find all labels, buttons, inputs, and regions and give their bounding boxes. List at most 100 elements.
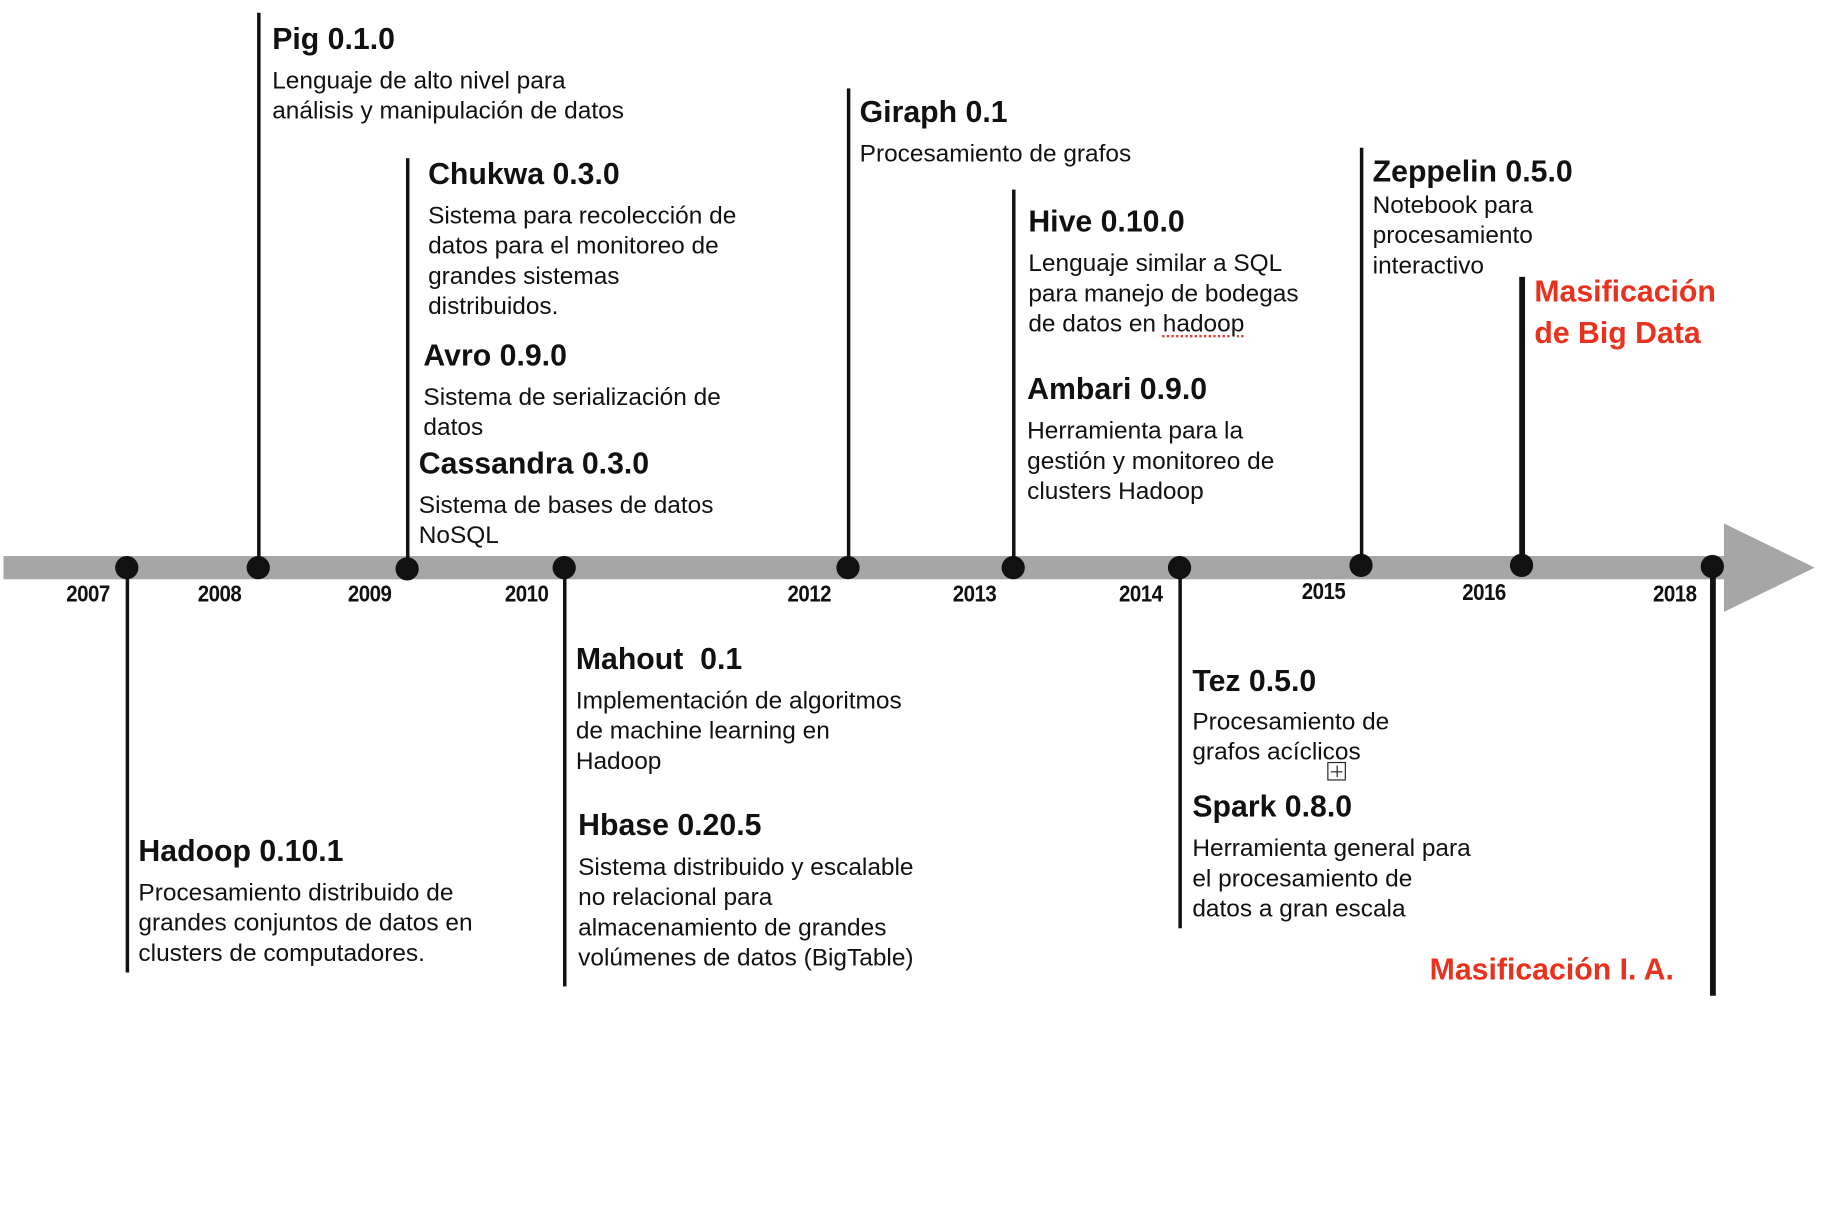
desc-line: de datos en hadoop (1028, 309, 1298, 339)
pig-title: Pig 0.1.0 (272, 20, 395, 56)
marker-zeppelin (1349, 553, 1373, 577)
tez-title: Tez 0.5.0 (1192, 663, 1317, 698)
desc-line: Sistema distribuido y escalable (578, 853, 914, 881)
desc-line: Sistema de bases de datos (418, 492, 714, 519)
spark-description: Herramienta general para el procesamient… (1192, 834, 1470, 925)
mahout-description: Implementación de algoritmos de machine … (576, 686, 902, 777)
desc-line: procesamiento (1372, 222, 1533, 249)
tez-description: Procesamiento de grafos acíclicos (1192, 707, 1389, 767)
desc-line: Procesamiento de (1192, 708, 1390, 736)
year-label: 2013 (952, 581, 997, 608)
desc-line: datos a gran escala (1192, 895, 1406, 923)
cassandra-title: Cassandra 0.3.0 (418, 445, 650, 481)
desc-line: datos para el monitoreo de (428, 232, 719, 260)
ambari-title: Ambari 0.9.0 (1027, 371, 1208, 406)
desc-line: el procesamiento de (1192, 865, 1413, 893)
year-label: 2007 (66, 581, 110, 608)
hadoop-description: Procesamiento distribuido de grandes con… (138, 878, 472, 969)
hadoop-title: Hadoop 0.10.1 (138, 832, 344, 868)
avro-description: Sistema de serialización de datos (423, 383, 720, 443)
desc-text: de datos en (1028, 310, 1163, 338)
big-data-connector (1519, 276, 1526, 567)
move-cursor-icon (1327, 761, 1346, 781)
desc-line: Herramienta general para (1192, 835, 1471, 862)
hbase-title: Hbase 0.20.5 (578, 807, 762, 843)
cassandra-description: Sistema de bases de datos NoSQL (419, 491, 714, 551)
milestone-line: Masificación (1534, 273, 1716, 309)
desc-line: clusters Hadoop (1027, 478, 1204, 505)
desc-line: clusters de computadores. (138, 939, 425, 967)
avro-title: Avro 0.9.0 (423, 337, 567, 373)
desc-line: almacenamiento de grandes (578, 914, 887, 942)
zeppelin-description: Notebook para procesamiento interactivo (1373, 191, 1533, 282)
ia-milestone: Masificación I. A. (1429, 951, 1674, 987)
pig-description: Lenguaje de alto nivel para análisis y m… (272, 66, 624, 126)
year-label: 2016 (1462, 580, 1506, 607)
hadoop-connector (125, 567, 130, 973)
desc-line: Notebook para (1372, 191, 1533, 219)
hive-description: Lenguaje similar a SQL para manejo de bo… (1028, 249, 1298, 340)
giraph-connector (846, 88, 851, 568)
desc-line: grandes sistemas (428, 262, 620, 290)
desc-line: datos (423, 414, 484, 441)
milestone-line: de Big Data (1534, 315, 1701, 351)
year-label: 2018 (1653, 581, 1697, 608)
year-label: 2012 (787, 581, 832, 608)
desc-line: gestión y monitoreo de (1027, 447, 1275, 475)
marker-chukwa (395, 557, 419, 581)
desc-line: no relacional para (578, 884, 773, 911)
chukwa-title: Chukwa 0.3.0 (428, 155, 620, 191)
hbase-description: Sistema distribuido y escalable no relac… (578, 853, 913, 974)
desc-line: Implementación de algoritmos (575, 687, 902, 715)
timeline-axis (3, 556, 1737, 580)
desc-line: Procesamiento de grafos (859, 140, 1132, 168)
desc-line: Sistema de serialización de (423, 383, 721, 411)
giraph-title: Giraph 0.1 (859, 94, 1008, 130)
marker-tez (1167, 556, 1192, 580)
timeline-arrowhead (1723, 523, 1815, 612)
year-label: 2009 (347, 581, 392, 608)
marker-ia (1700, 554, 1724, 579)
tez-connector (1178, 567, 1182, 929)
big-data-milestone: Masificación de Big Data (1534, 270, 1716, 354)
marker-pig (246, 556, 270, 580)
year-label: 2014 (1119, 581, 1163, 608)
desc-line: interactivo (1372, 252, 1484, 280)
desc-line: de machine learning en (575, 717, 830, 745)
marker-hive (1001, 556, 1025, 580)
desc-line: Lenguaje similar a SQL (1028, 250, 1283, 277)
mahout-connector (563, 567, 567, 987)
zeppelin-title: Zeppelin 0.5.0 (1372, 153, 1573, 189)
chukwa-description: Sistema para recolección de datos para e… (428, 201, 736, 322)
year-label: 2010 (504, 581, 549, 608)
zeppelin-connector (1359, 147, 1364, 567)
desc-line: NoSQL (418, 522, 499, 550)
marker-big-data (1509, 553, 1534, 577)
desc-line: volúmenes de datos (BigTable) (578, 944, 914, 972)
pig-connector (257, 12, 261, 568)
spark-title: Spark 0.8.0 (1192, 788, 1353, 824)
desc-line: análisis y manipulación de datos (272, 97, 624, 125)
desc-line: Hadoop (575, 747, 662, 775)
desc-line: Lenguaje de alto nivel para (272, 67, 566, 95)
desc-line: Sistema para recolección de (428, 202, 737, 230)
mahout-title: Mahout 0.1 (575, 640, 743, 676)
desc-line: Procesamiento distribuido de (138, 879, 454, 907)
hive-title: Hive 0.10.0 (1028, 203, 1185, 239)
desc-line: grandes conjuntos de datos en (138, 909, 473, 937)
marker-hadoop (115, 556, 139, 580)
chukwa-connector (405, 158, 410, 568)
ambari-description: Herramienta para la gestión y monitoreo … (1027, 416, 1274, 507)
desc-line: grafos acíclicos (1192, 738, 1361, 766)
year-label: 2008 (197, 581, 242, 608)
marker-giraph (836, 556, 860, 580)
hive-connector (1012, 189, 1016, 568)
ia-connector (1710, 565, 1716, 996)
desc-line: para manejo de bodegas (1028, 280, 1299, 308)
giraph-description: Procesamiento de grafos (860, 140, 1132, 170)
desc-line: Herramienta para la (1027, 417, 1244, 445)
misspelled-word: hadoop (1162, 310, 1245, 338)
marker-mahout (552, 556, 576, 580)
desc-line: distribuidos. (428, 293, 559, 320)
